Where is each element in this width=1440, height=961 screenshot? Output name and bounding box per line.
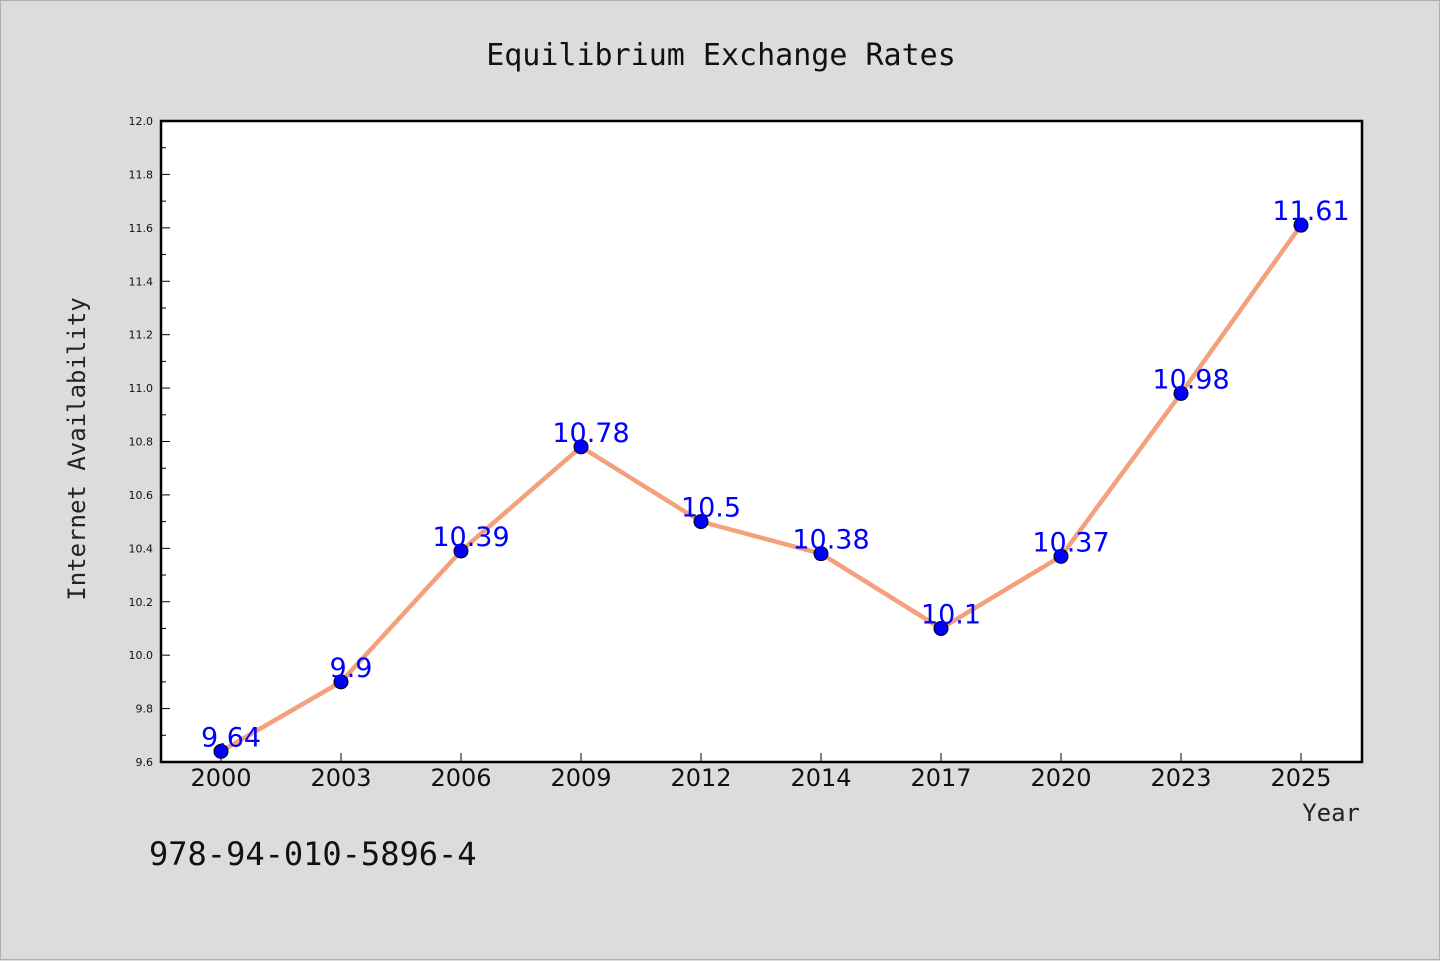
data-point — [813, 546, 829, 562]
series-line — [219, 223, 1303, 754]
data-label: 9.9 — [330, 653, 373, 684]
data-label: 11.61 — [1272, 196, 1349, 227]
data-point — [1053, 548, 1069, 564]
y-tick-label: 10.8 — [129, 436, 154, 449]
data-point — [573, 439, 589, 455]
data-label: 10.78 — [552, 418, 629, 449]
y-axis: 9.6 9.8 10.0 10.2 10.4 10.6 10.8 11.0 11.2 11.4 11… — [129, 115, 170, 769]
x-tick-label: 2003 — [310, 764, 371, 792]
data-point — [693, 514, 709, 530]
data-label: 10.37 — [1032, 527, 1109, 558]
data-point — [333, 674, 349, 690]
data-label: 10.1 — [921, 599, 981, 630]
y-tick-label: 11.0 — [129, 382, 154, 395]
x-tick-label: 2009 — [550, 764, 611, 792]
y-axis-label: Internet Availability — [63, 297, 91, 600]
x-tick-label: 2023 — [1150, 764, 1211, 792]
x-tick-label: 2014 — [790, 764, 851, 792]
chart-title: Equilibrium Exchange Rates — [486, 38, 956, 73]
footer-isbn: 978-94-010-5896-4 — [149, 835, 477, 873]
x-tick-label: 2006 — [430, 764, 491, 792]
y-tick-label: 10.0 — [129, 649, 154, 662]
x-axis-label: Year — [1302, 799, 1360, 827]
data-label: 10.98 — [1152, 364, 1229, 395]
y-tick-label: 9.6 — [136, 756, 154, 769]
y-tick-label: 11.2 — [129, 329, 154, 342]
plot-area — [159, 119, 1364, 764]
y-tick-label: 9.8 — [136, 703, 154, 716]
data-label: 10.39 — [432, 522, 509, 553]
data-point — [1293, 217, 1309, 233]
y-tick-label: 11.6 — [129, 222, 154, 235]
data-point — [453, 543, 469, 559]
x-tick-label: 2020 — [1030, 764, 1091, 792]
data-point — [1173, 385, 1189, 401]
data-label: 10.38 — [792, 525, 869, 556]
y-tick-label: 10.6 — [129, 489, 154, 502]
data-labels: 9.64 9.9 10.39 10.78 10.5 10.38 10.1 10.37 10.98… — [201, 196, 1350, 753]
x-tick-label: 2012 — [670, 764, 731, 792]
data-point — [933, 620, 949, 636]
x-tick-label: 2000 — [190, 764, 251, 792]
y-tick-label: 10.4 — [129, 542, 154, 555]
y-tick-label: 10.2 — [129, 596, 154, 609]
series-group — [213, 217, 1309, 759]
data-label: 10.5 — [681, 493, 741, 524]
y-tick-label: 12.0 — [129, 115, 154, 128]
data-label: 9.64 — [201, 722, 261, 753]
x-axis: 2000 2003 2006 2009 2012 2014 2017 2020 2023 2025 — [190, 753, 1332, 792]
x-tick-label: 2017 — [910, 764, 971, 792]
y-tick-label: 11.4 — [129, 275, 154, 288]
data-point — [213, 743, 229, 759]
y-tick-label: 11.8 — [129, 168, 154, 181]
x-tick-label: 2025 — [1270, 764, 1331, 792]
